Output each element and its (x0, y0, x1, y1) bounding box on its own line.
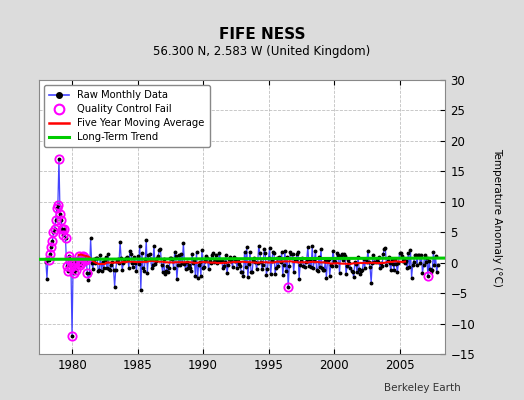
Text: FIFE NESS: FIFE NESS (219, 27, 305, 42)
Y-axis label: Temperature Anomaly (°C): Temperature Anomaly (°C) (492, 148, 501, 286)
Text: 56.300 N, 2.583 W (United Kingdom): 56.300 N, 2.583 W (United Kingdom) (154, 45, 370, 58)
Text: Berkeley Earth: Berkeley Earth (385, 383, 461, 393)
Legend: Raw Monthly Data, Quality Control Fail, Five Year Moving Average, Long-Term Tren: Raw Monthly Data, Quality Control Fail, … (45, 85, 210, 147)
